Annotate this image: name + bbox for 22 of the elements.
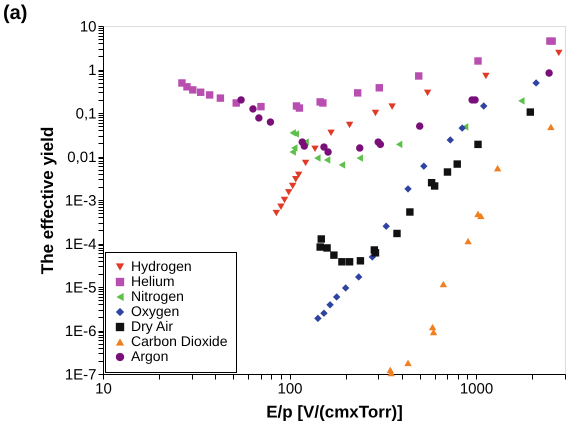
legend-label: Helium: [131, 273, 175, 289]
legend-label: Carbon Dioxide: [131, 333, 228, 349]
legend-label: Oxygen: [131, 303, 180, 319]
x-tick-label: 10: [95, 380, 112, 398]
y-tick-label: 1E-4: [64, 236, 96, 253]
x-tick-label: 100: [277, 380, 303, 398]
y-tick-label: 1E-5: [64, 280, 96, 296]
y-tick-label: 1E-7: [64, 366, 96, 384]
legend-label: Hydrogen: [131, 258, 192, 274]
x-tick-label: 1000: [460, 380, 494, 398]
y-axis-title: The effective yield: [38, 126, 57, 274]
x-axis-title: E/p [V/(cmxTorr)]: [266, 402, 403, 422]
y-tick-label: 1E-6: [64, 323, 96, 340]
y-tick-label: 10: [80, 18, 96, 36]
y-tick-label: 0,1: [76, 106, 96, 122]
y-tick-label: 1E-3: [64, 192, 96, 210]
y-tick-label: 1: [88, 62, 96, 79]
chart-title: (a): [3, 2, 28, 24]
y-tick-label: 0,01: [67, 149, 96, 166]
legend-label: Argon: [131, 348, 168, 364]
legend-label: Nitrogen: [131, 288, 184, 304]
legend-label: Dry Air: [131, 318, 174, 334]
